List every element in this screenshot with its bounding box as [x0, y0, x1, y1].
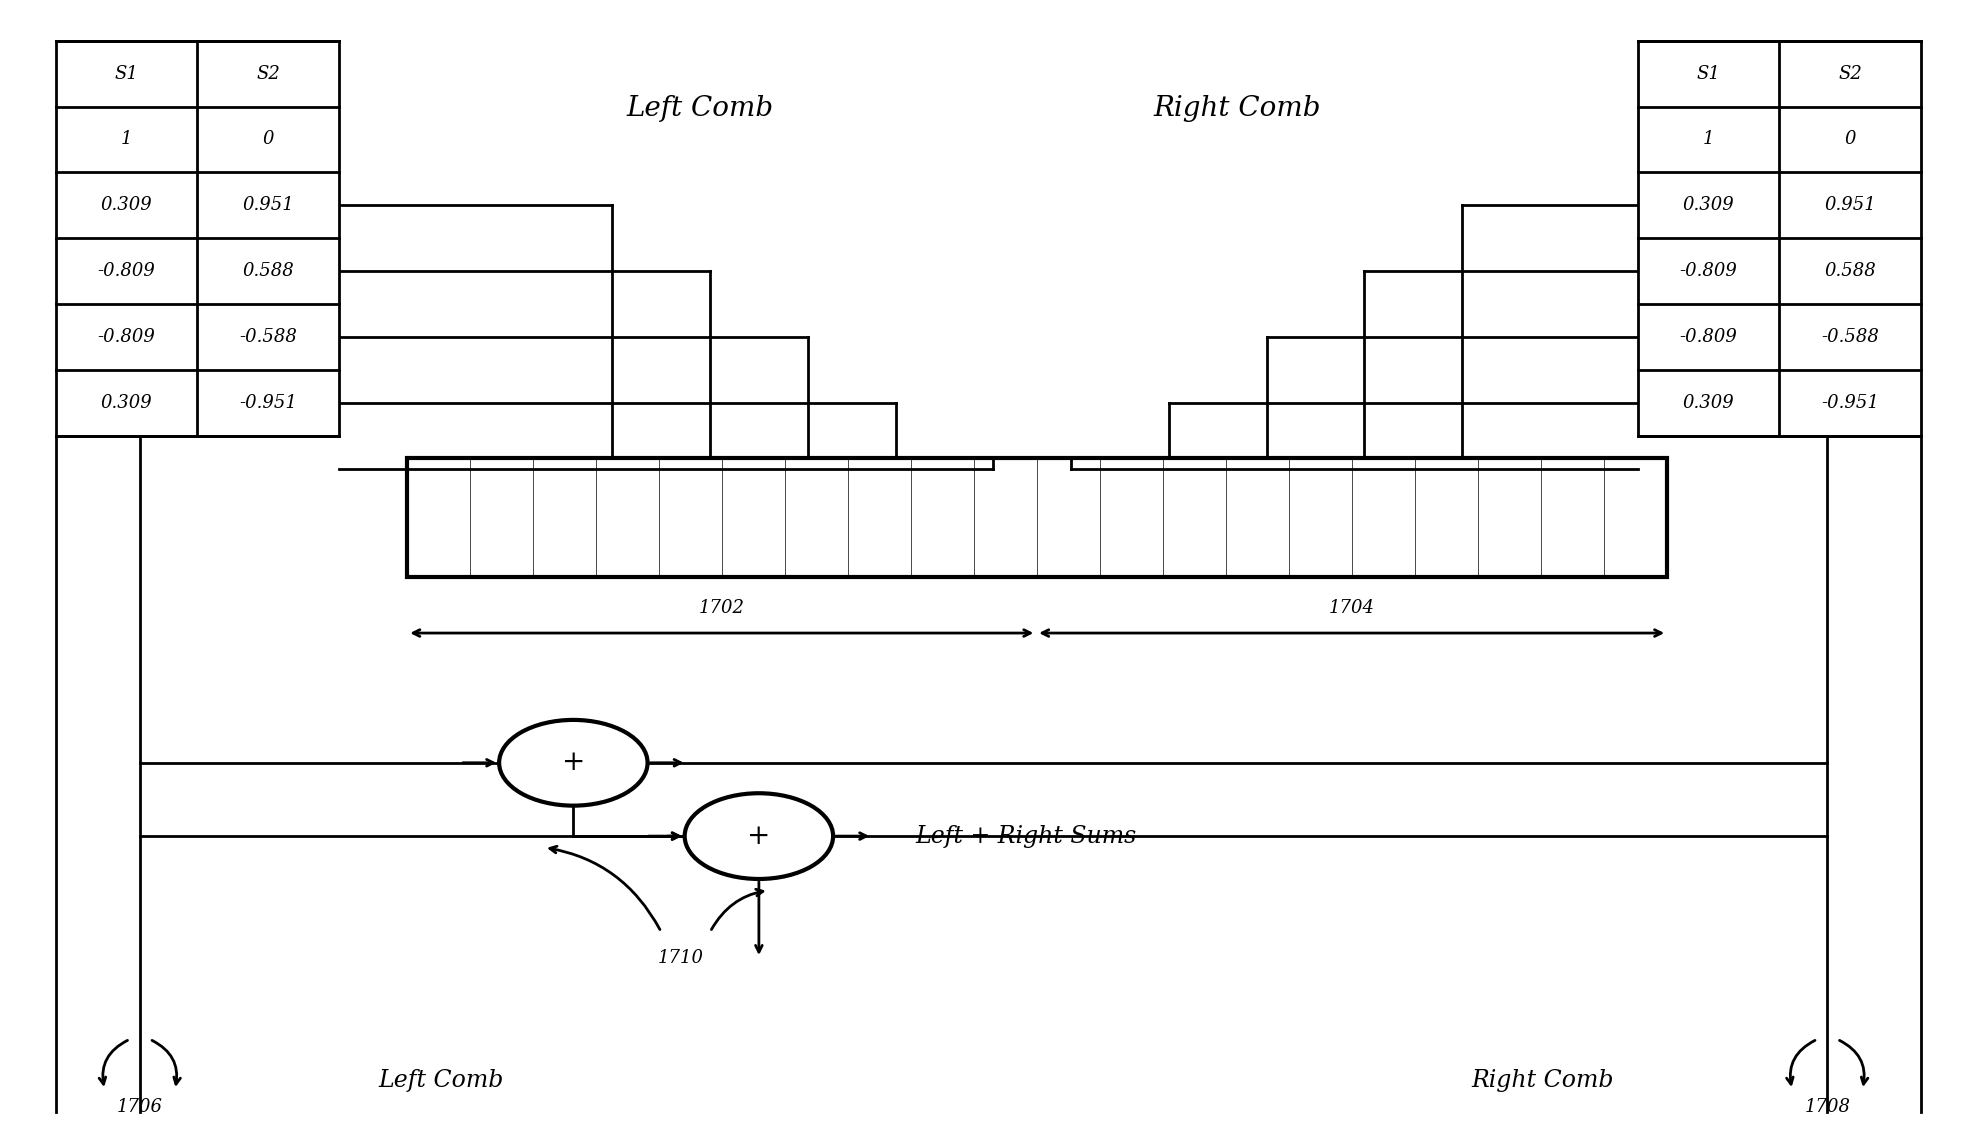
- Text: -0.951: -0.951: [240, 394, 297, 412]
- Text: -0.588: -0.588: [240, 328, 297, 346]
- Text: 0.588: 0.588: [242, 263, 293, 280]
- Text: Left Comb: Left Comb: [378, 1069, 504, 1093]
- Text: +: +: [747, 822, 771, 850]
- Bar: [1037, 458, 1100, 577]
- Text: 1702: 1702: [698, 600, 745, 617]
- Text: 0: 0: [262, 130, 273, 148]
- Text: +: +: [563, 749, 584, 777]
- Bar: [1100, 458, 1162, 577]
- Bar: [722, 458, 785, 577]
- Text: 1: 1: [1703, 130, 1715, 148]
- Circle shape: [500, 719, 647, 805]
- Bar: [470, 458, 533, 577]
- Bar: [407, 458, 1668, 577]
- Text: 0.309: 0.309: [1682, 394, 1735, 412]
- Text: 0.309: 0.309: [1682, 196, 1735, 215]
- Text: -0.809: -0.809: [1680, 328, 1737, 346]
- Text: Right Comb: Right Comb: [1155, 95, 1322, 122]
- Text: 0.309: 0.309: [100, 394, 153, 412]
- Text: -0.809: -0.809: [98, 263, 155, 280]
- Text: -0.588: -0.588: [1821, 328, 1878, 346]
- Text: S2: S2: [256, 65, 279, 82]
- Bar: [1605, 458, 1668, 577]
- Text: 1704: 1704: [1328, 600, 1375, 617]
- Bar: [596, 458, 659, 577]
- Text: -0.951: -0.951: [1821, 394, 1878, 412]
- Bar: [1351, 458, 1414, 577]
- Text: Left + Right Sums: Left + Right Sums: [915, 825, 1137, 847]
- Text: S2: S2: [1839, 65, 1863, 82]
- Text: 1: 1: [120, 130, 132, 148]
- Bar: [407, 458, 470, 577]
- Text: -0.809: -0.809: [1680, 263, 1737, 280]
- Text: Right Comb: Right Comb: [1471, 1069, 1615, 1093]
- Text: 1706: 1706: [116, 1097, 163, 1116]
- Text: 0.951: 0.951: [242, 196, 293, 215]
- Text: 1708: 1708: [1804, 1097, 1851, 1116]
- Text: 0.309: 0.309: [100, 196, 153, 215]
- Bar: [407, 458, 1668, 577]
- Circle shape: [685, 794, 834, 879]
- Text: 0: 0: [1845, 130, 1857, 148]
- Bar: [974, 458, 1037, 577]
- Bar: [911, 458, 974, 577]
- Bar: [1162, 458, 1225, 577]
- Text: S1: S1: [114, 65, 138, 82]
- Text: 1710: 1710: [657, 949, 704, 967]
- Text: 0.588: 0.588: [1823, 263, 1877, 280]
- Bar: [1639, 41, 1922, 435]
- Bar: [533, 458, 596, 577]
- Bar: [1288, 458, 1351, 577]
- Text: -0.809: -0.809: [98, 328, 155, 346]
- Bar: [785, 458, 848, 577]
- Text: 0.951: 0.951: [1823, 196, 1877, 215]
- Bar: [1540, 458, 1605, 577]
- Text: S1: S1: [1698, 65, 1721, 82]
- Bar: [1414, 458, 1477, 577]
- Bar: [659, 458, 722, 577]
- Bar: [1477, 458, 1540, 577]
- Bar: [848, 458, 911, 577]
- Bar: [1225, 458, 1288, 577]
- Text: Left Comb: Left Comb: [627, 95, 773, 122]
- Bar: [55, 41, 338, 435]
